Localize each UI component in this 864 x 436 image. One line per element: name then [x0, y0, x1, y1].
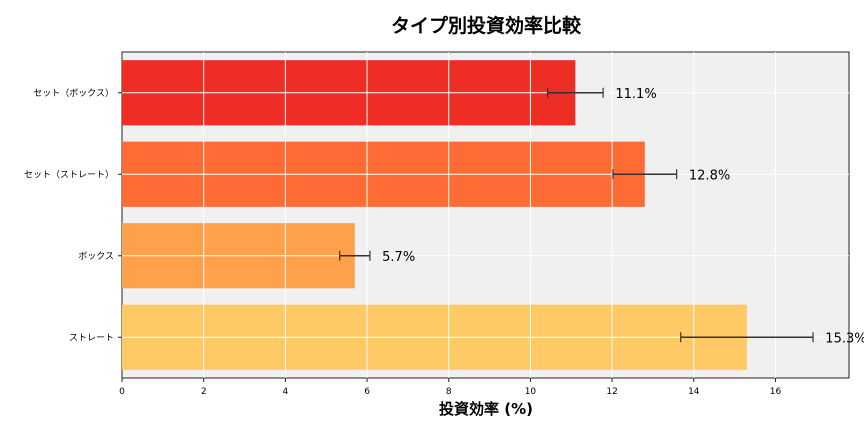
y-tick-label: セット（ストレート）	[24, 169, 114, 180]
chart-title: タイプ別投資効率比較	[391, 14, 582, 37]
y-tick-label: ストレート	[69, 333, 114, 343]
y-tick-label: ボックス	[78, 251, 114, 262]
data-label: 15.3%	[825, 331, 864, 346]
x-axis-label: 投資効率 (%)	[439, 400, 533, 418]
x-tick-label: 2	[201, 387, 207, 397]
y-tick-label: セット（ボックス）	[33, 88, 114, 99]
data-label: 11.1%	[615, 87, 656, 102]
x-tick-label: 14	[688, 387, 700, 397]
x-tick-label: 4	[283, 387, 289, 397]
x-tick-label: 16	[770, 387, 782, 397]
data-label: 5.7%	[382, 250, 415, 265]
x-tick-label: 0	[119, 387, 125, 397]
x-tick-label: 8	[446, 387, 452, 397]
x-tick-label: 10	[525, 387, 537, 397]
data-label: 12.8%	[689, 168, 730, 183]
x-tick-label: 6	[364, 387, 370, 397]
x-tick-label: 12	[606, 387, 617, 397]
